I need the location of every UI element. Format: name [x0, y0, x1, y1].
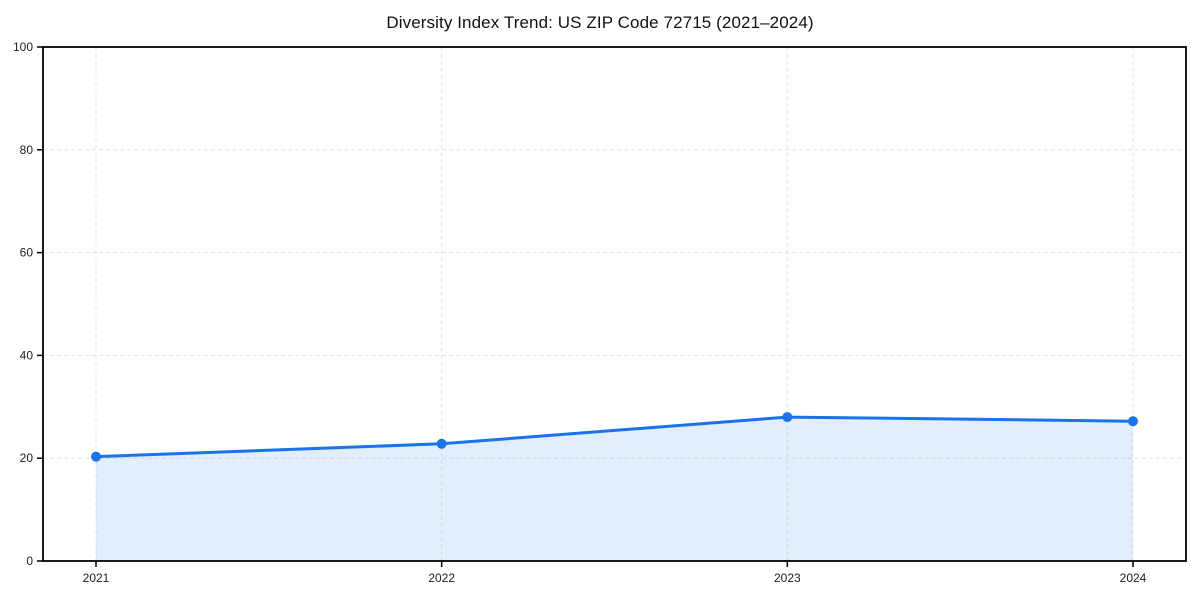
y-tick-label: 60: [20, 246, 34, 260]
data-point-marker: [436, 438, 447, 449]
trend-line: [94, 415, 1135, 459]
y-tick-label: 40: [20, 348, 34, 362]
y-tick-label: 20: [20, 451, 34, 465]
chart-title: Diversity Index Trend: US ZIP Code 72715…: [386, 13, 814, 32]
data-point-marker: [91, 451, 101, 462]
x-tick-label: 2021: [83, 571, 110, 585]
data-point-marker: [1128, 416, 1138, 427]
x-tick-label: 2022: [428, 571, 455, 585]
y-tick-label: 80: [20, 143, 34, 157]
y-tick-label: 0: [26, 554, 33, 568]
axes-frame: [42, 46, 1187, 562]
area-fill: [96, 417, 1133, 561]
data-point-marker: [782, 412, 793, 423]
y-tick-label: 100: [13, 40, 33, 54]
x-tick-label: 2023: [774, 571, 801, 585]
x-tick-label: 2024: [1120, 571, 1147, 585]
